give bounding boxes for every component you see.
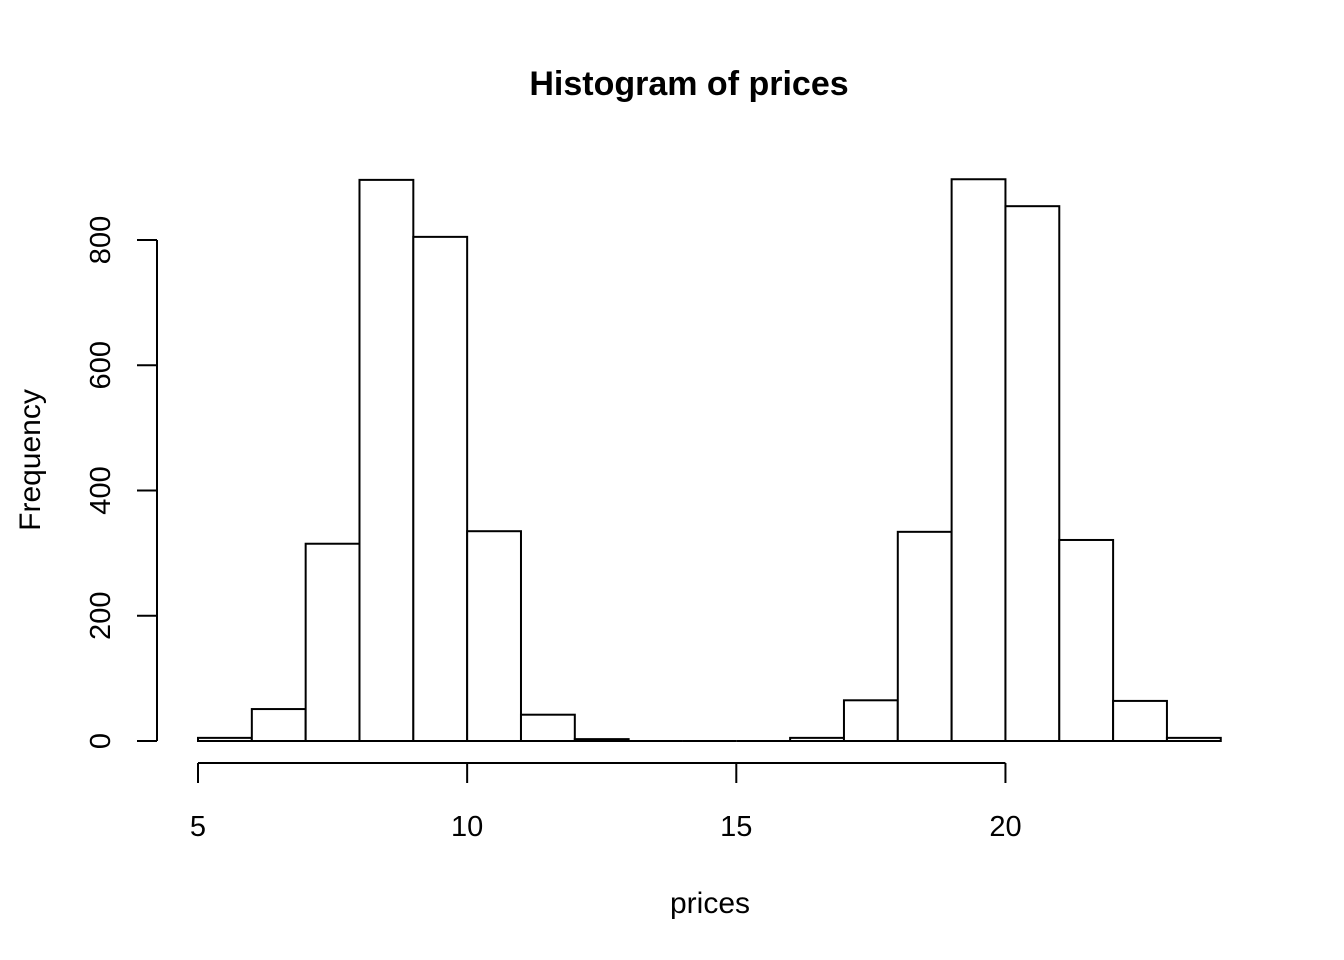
x-tick-label: 5 [190, 811, 206, 843]
histogram-bar [950, 178, 1007, 743]
x-axis: 5 10 15 20 [190, 762, 1022, 843]
histogram-bar [358, 178, 415, 742]
x-axis-label: prices [670, 887, 750, 920]
bars-group [197, 178, 1222, 743]
histogram-bar [573, 738, 630, 743]
histogram-bar [896, 530, 953, 743]
histogram-bar [1004, 205, 1061, 742]
histogram-bar [304, 542, 361, 743]
y-axis: 0 200 400 600 800 [85, 216, 158, 749]
histogram-bar [466, 530, 522, 742]
x-tick-label: 10 [451, 811, 483, 843]
x-tick-label: 20 [989, 811, 1021, 843]
histogram-bar [1112, 699, 1168, 742]
x-tick-label: 15 [720, 811, 752, 843]
y-tick-label: 200 [85, 592, 117, 640]
y-tick-label: 600 [85, 341, 117, 389]
y-tick-label: 400 [85, 466, 117, 514]
histogram-bar [1165, 736, 1222, 743]
histogram-bar [519, 713, 576, 743]
histogram-bar [197, 736, 253, 743]
histogram-bar [1058, 538, 1115, 742]
histogram-bar [842, 699, 899, 743]
chart-title: Histogram of prices [529, 65, 848, 103]
y-tick-label: 800 [85, 216, 117, 264]
y-tick-label: 0 [85, 733, 117, 749]
histogram-bar [789, 736, 845, 743]
histogram-bar [412, 235, 469, 742]
y-axis-label: Frequency [14, 389, 47, 531]
histogram-bar [250, 708, 307, 743]
